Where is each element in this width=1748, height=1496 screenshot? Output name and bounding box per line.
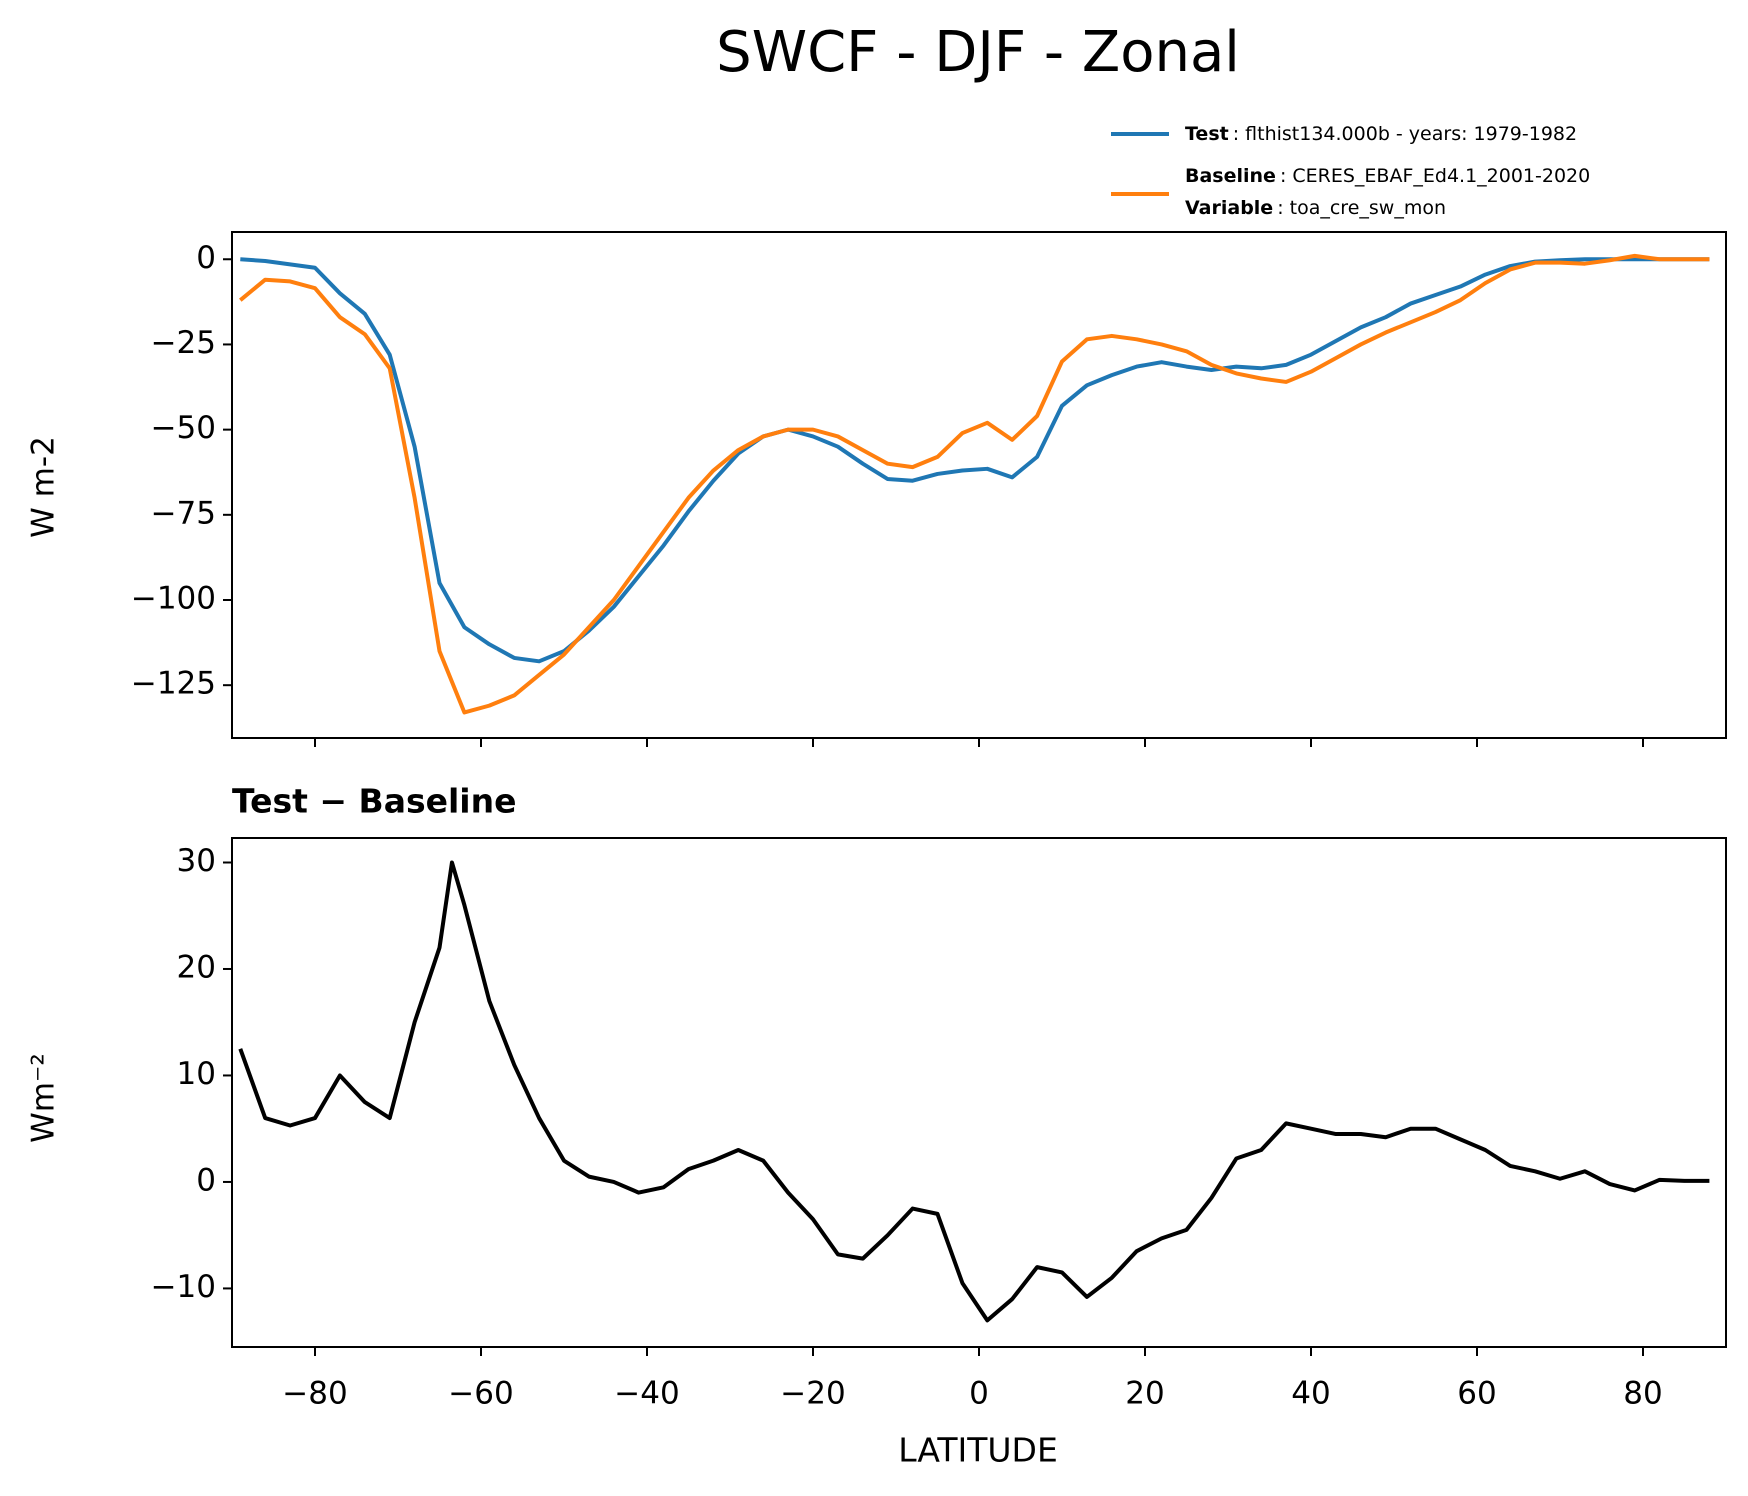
y-tick-label: 20 <box>177 949 216 985</box>
axes-frame <box>231 837 1727 1348</box>
y-axis-label: W m-2 <box>26 436 62 538</box>
y-tick-label: −125 <box>131 666 216 702</box>
y-tick-label: −75 <box>151 495 216 531</box>
line-series <box>238 860 1710 1323</box>
subtitle: Test − Baseline <box>232 782 517 821</box>
legend-label: Test: flthist134.000b - years: 1979-1982 <box>1185 123 1577 145</box>
y-tick-label: −10 <box>151 1269 216 1305</box>
y-tick-label: −25 <box>151 325 216 361</box>
legend-label: Baseline: CERES_EBAF_Ed4.1_2001-2020 <box>1185 165 1590 187</box>
legend-text: : toa_cre_sw_mon <box>1277 197 1446 219</box>
y-tick-label: 0 <box>196 1162 216 1198</box>
x-tick-label: 20 <box>1125 1376 1164 1412</box>
x-tick-label: 0 <box>969 1376 989 1412</box>
x-tick-label: 60 <box>1457 1376 1496 1412</box>
x-tick-label: 40 <box>1291 1376 1330 1412</box>
y-tick-label: −100 <box>131 581 216 617</box>
y-tick-label: 0 <box>196 240 216 276</box>
axes-frame <box>231 231 1727 739</box>
y-tick-label: 10 <box>177 1056 216 1092</box>
legend-name: Baseline <box>1185 165 1276 187</box>
x-tick-label: −20 <box>780 1376 845 1412</box>
x-tick-label: −40 <box>614 1376 679 1412</box>
x-tick-label: 80 <box>1623 1376 1662 1412</box>
legend-label: Variable: toa_cre_sw_mon <box>1185 197 1446 219</box>
chart-title: SWCF - DJF - Zonal <box>716 20 1240 85</box>
legend-name: Test <box>1185 123 1229 145</box>
line-series <box>239 253 1710 715</box>
legend-name: Variable <box>1185 197 1273 219</box>
legend-text: : flthist134.000b - years: 1979-1982 <box>1233 123 1577 145</box>
y-tick-label: −50 <box>151 410 216 446</box>
y-axis-label: Wm⁻² <box>26 1053 62 1143</box>
x-axis-label: LATITUDE <box>898 1431 1058 1470</box>
x-tick-label: −60 <box>448 1376 513 1412</box>
x-tick-label: −80 <box>282 1376 347 1412</box>
legend: Test: flthist134.000b - years: 1979-1982… <box>1111 123 1590 219</box>
legend-text: : CERES_EBAF_Ed4.1_2001-2020 <box>1280 165 1590 187</box>
line-series <box>240 257 1710 664</box>
y-tick-label: 30 <box>177 843 216 879</box>
